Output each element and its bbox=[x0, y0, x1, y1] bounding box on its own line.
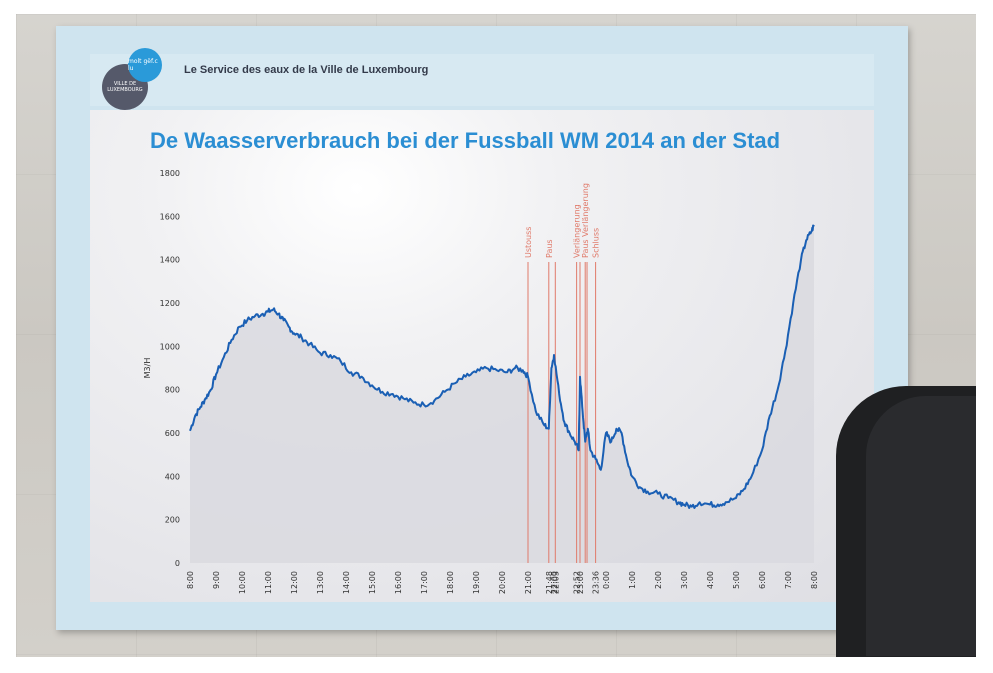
x-tick-label: 9:00 bbox=[212, 571, 221, 589]
x-tick-label: 7:00 bbox=[784, 571, 793, 589]
x-tick-label: 21:48 bbox=[545, 571, 554, 594]
person-silhouette bbox=[836, 386, 976, 657]
x-tick-label: 14:00 bbox=[342, 571, 351, 594]
y-tick-label: 1400 bbox=[160, 256, 180, 265]
y-tick-label: 1600 bbox=[160, 212, 180, 221]
x-tick-label: 4:00 bbox=[706, 571, 715, 589]
x-tick-label: 5:00 bbox=[732, 571, 741, 589]
event-label: Ustouss bbox=[524, 227, 533, 258]
x-tick-label: 0:00 bbox=[602, 571, 611, 589]
chart-title: De Waasserverbrauch bei der Fussball WM … bbox=[150, 128, 781, 153]
x-tick-label: 17:00 bbox=[420, 571, 429, 594]
event-label: Schluss bbox=[592, 228, 601, 258]
y-tick-label: 600 bbox=[165, 429, 180, 438]
y-tick-label: 1200 bbox=[160, 299, 180, 308]
event-label: Paus Verlängerung bbox=[581, 183, 590, 258]
header-strip bbox=[90, 54, 874, 106]
series-line bbox=[189, 224, 815, 509]
x-tick-label: 22:00 bbox=[550, 571, 559, 594]
x-tick-label: 10:00 bbox=[238, 571, 247, 594]
y-tick-label: 200 bbox=[165, 516, 180, 525]
x-tick-label: 12:00 bbox=[290, 571, 299, 594]
x-tick-label: 13:00 bbox=[316, 571, 325, 594]
x-tick-label: 22:03 bbox=[551, 571, 560, 594]
y-tick-label: 1800 bbox=[160, 169, 180, 178]
x-tick-label: 23:00 bbox=[576, 571, 585, 594]
x-tick-label: 21:00 bbox=[524, 571, 533, 594]
logo-top-text: molt gëf.c lu bbox=[128, 58, 158, 72]
x-tick-label: 18:00 bbox=[446, 571, 455, 594]
x-tick-label: 6:00 bbox=[758, 571, 767, 589]
city-logo: VILLE DE LUXEMBOURG bbox=[102, 64, 148, 110]
x-tick-label: 23:36 bbox=[592, 571, 601, 594]
x-tick-label: 1:00 bbox=[628, 571, 637, 589]
event-label: Verlängerung bbox=[573, 204, 582, 258]
x-tick-label: 8:00 bbox=[186, 571, 195, 589]
event-label: Paus bbox=[545, 239, 554, 258]
x-tick-label: 15:00 bbox=[368, 571, 377, 594]
logo-bottom-text: VILLE DE LUXEMBOURG bbox=[107, 81, 143, 93]
x-tick-label: 20:00 bbox=[498, 571, 507, 594]
x-tick-label: 19:00 bbox=[472, 571, 481, 594]
x-tick-label: 3:00 bbox=[680, 571, 689, 589]
service-header: Le Service des eaux de la Ville de Luxem… bbox=[184, 64, 429, 76]
brand-logo: molt gëf.c lu bbox=[128, 48, 162, 82]
y-tick-label: 0 bbox=[175, 559, 180, 568]
x-tick-label: 22:52 bbox=[573, 571, 582, 594]
x-tick-label: 11:00 bbox=[264, 571, 273, 594]
y-axis-label: M3/H bbox=[143, 358, 152, 379]
x-tick-label: 8:00 bbox=[810, 571, 819, 589]
x-tick-label: 16:00 bbox=[394, 571, 403, 594]
y-tick-label: 400 bbox=[165, 472, 180, 481]
series-area bbox=[190, 225, 814, 563]
y-tick-label: 800 bbox=[165, 386, 180, 395]
x-tick-label: 2:00 bbox=[654, 571, 663, 589]
y-tick-label: 1000 bbox=[160, 342, 180, 351]
